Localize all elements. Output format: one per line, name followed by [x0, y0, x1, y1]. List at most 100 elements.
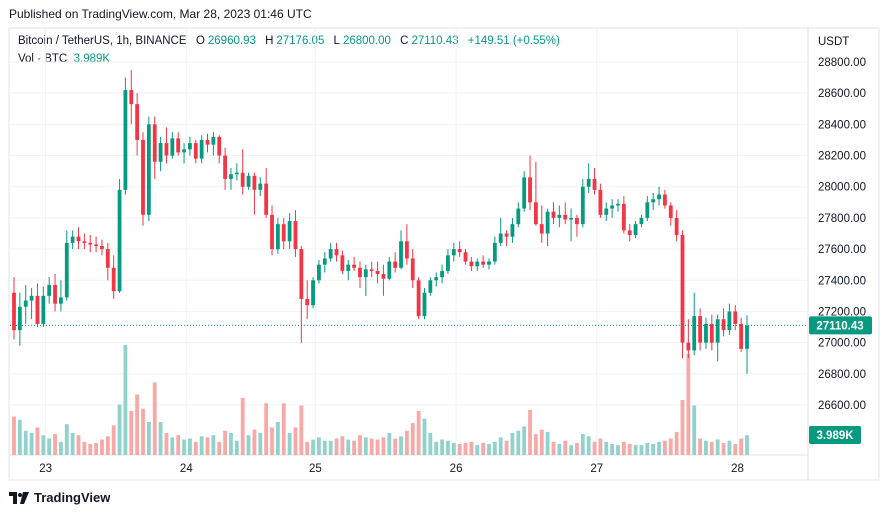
volume-bar [41, 435, 46, 455]
brand-footer[interactable]: TradingView [9, 490, 110, 505]
x-tick-label: 27 [590, 463, 603, 475]
candle-body [592, 178, 597, 190]
volume-bar [193, 441, 198, 455]
volume-bar [533, 434, 538, 455]
volume-bar [745, 435, 749, 455]
candle-body [258, 183, 263, 190]
volume-bar [633, 445, 638, 455]
high-value: 27176.05 [276, 35, 325, 47]
volume-bar [158, 422, 163, 455]
candle-body [94, 244, 99, 246]
candle-body [264, 183, 269, 215]
candle-body [633, 224, 638, 236]
volume-bar [674, 431, 679, 455]
y-tick-label: 27800.00 [818, 213, 866, 225]
candle-body [440, 270, 444, 278]
candle-body [170, 138, 175, 156]
candle-body [434, 277, 439, 281]
symbol-label[interactable]: Bitcoin / TetherUS, 1h, BINANCE [18, 35, 187, 47]
brand-name: TradingView [34, 490, 111, 505]
volume-bar [12, 416, 16, 455]
y-tick-label: 28200.00 [818, 151, 866, 163]
volume-bar [569, 445, 573, 455]
volume-bar [76, 435, 81, 455]
candle-body [739, 323, 744, 349]
volume-bar [651, 444, 656, 455]
candle-body [346, 264, 351, 271]
volume-bar [416, 411, 421, 455]
volume-bar [557, 444, 562, 455]
volume-bar [234, 440, 239, 455]
volume-bar [369, 438, 374, 455]
candle-body [528, 177, 532, 203]
volume-bar [205, 437, 210, 455]
candle-body [123, 90, 128, 190]
volume-bar [422, 418, 427, 455]
y-tick-label: 27200.00 [818, 306, 866, 318]
candle-body [715, 319, 720, 343]
candle-body [686, 342, 691, 351]
volume-bar [146, 422, 151, 455]
y-tick-label: 26800.00 [818, 369, 866, 381]
volume-bar [170, 437, 175, 455]
candle-body [621, 203, 626, 231]
candle-body [117, 189, 122, 292]
volume-bar [223, 430, 228, 455]
candle-body [709, 323, 714, 343]
volume-bar [23, 430, 28, 455]
candle-body [229, 174, 233, 179]
candle-body [563, 214, 568, 220]
volume-bar [698, 438, 702, 455]
candle-body [53, 284, 57, 304]
volume-bar [586, 436, 591, 455]
candle-body [410, 258, 415, 281]
volume-bar [428, 433, 433, 455]
candle-body [176, 138, 181, 153]
volume-bar [404, 430, 409, 455]
volume-bar [510, 433, 515, 455]
volume-bar [686, 353, 691, 455]
candle-body [100, 245, 104, 250]
x-tick-label: 24 [180, 463, 193, 475]
candle-body [381, 274, 386, 279]
volume-bar [53, 434, 57, 455]
candle-body [516, 208, 521, 225]
volume-bar [70, 433, 75, 455]
candle-body [627, 230, 632, 236]
volume-bar [135, 394, 140, 455]
candle-body [533, 202, 538, 225]
candle-body [492, 242, 497, 262]
volume-bar [363, 437, 368, 455]
volume-bar [487, 444, 491, 455]
candle-body [17, 306, 22, 331]
volume-bar [322, 440, 327, 455]
volume-bar [59, 441, 63, 455]
volume-bar [264, 403, 269, 455]
volume-bar [287, 433, 292, 455]
candle-body [733, 311, 738, 324]
volume-bar [399, 436, 403, 455]
volume-bar [434, 441, 439, 455]
volume-bar [446, 440, 450, 455]
candle-body [234, 172, 239, 175]
volume-bar [358, 435, 362, 455]
volume-bar [299, 405, 304, 455]
volume-bar [29, 433, 34, 455]
candle-body [557, 214, 562, 218]
low-value: 26800.00 [342, 35, 391, 47]
volume-bar [152, 382, 157, 455]
volume-bar [709, 441, 714, 455]
candle-body [188, 143, 192, 150]
candle-body [551, 211, 556, 218]
volume-bar [105, 436, 110, 455]
volume-bar [328, 440, 333, 455]
candle-body [721, 319, 726, 331]
volume-bar [657, 441, 661, 455]
volume-bar [188, 438, 192, 455]
candle-body [64, 242, 69, 298]
x-tick-label: 28 [731, 463, 744, 475]
volume-bar [258, 433, 263, 455]
y-tick-label: 27400.00 [818, 275, 866, 287]
volume-bar [393, 438, 398, 455]
